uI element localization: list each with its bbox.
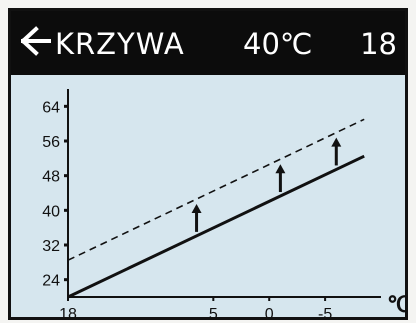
x-axis-unit-label: ℃ xyxy=(387,292,405,317)
shift-arrow-head xyxy=(275,164,286,174)
y-tick-label: 32 xyxy=(42,238,60,255)
y-tick-label: 64 xyxy=(42,99,60,116)
shift-arrow-head xyxy=(331,137,342,147)
y-tick-label: 48 xyxy=(42,169,60,186)
x-tick-label: 18 xyxy=(59,306,77,320)
shifted-curve-line xyxy=(67,118,365,261)
x-tick-label: 5 xyxy=(209,306,218,320)
value-readout: 18 xyxy=(360,27,397,61)
page-title: KRZYWA xyxy=(55,27,185,61)
heating-curve-line xyxy=(67,154,365,299)
shift-arrow-head xyxy=(191,204,202,214)
y-tick-label: 24 xyxy=(42,273,60,290)
x-tick-label: -5 xyxy=(318,306,332,320)
display-screen: KRZYWA 40℃ 18 64 56 48 40 32 24 18 5 0 -5 ℃ xyxy=(8,8,408,320)
temperature-readout: 40℃ xyxy=(243,27,313,61)
left-arrow-icon[interactable] xyxy=(21,25,51,57)
y-tick-label: 40 xyxy=(42,203,60,220)
header-bar: KRZYWA 40℃ 18 xyxy=(11,11,405,75)
x-tick-label: 0 xyxy=(265,306,274,320)
heating-curve-chart: 64 56 48 40 32 24 18 5 0 -5 ℃ xyxy=(42,89,405,320)
y-tick-label: 56 xyxy=(42,134,60,151)
